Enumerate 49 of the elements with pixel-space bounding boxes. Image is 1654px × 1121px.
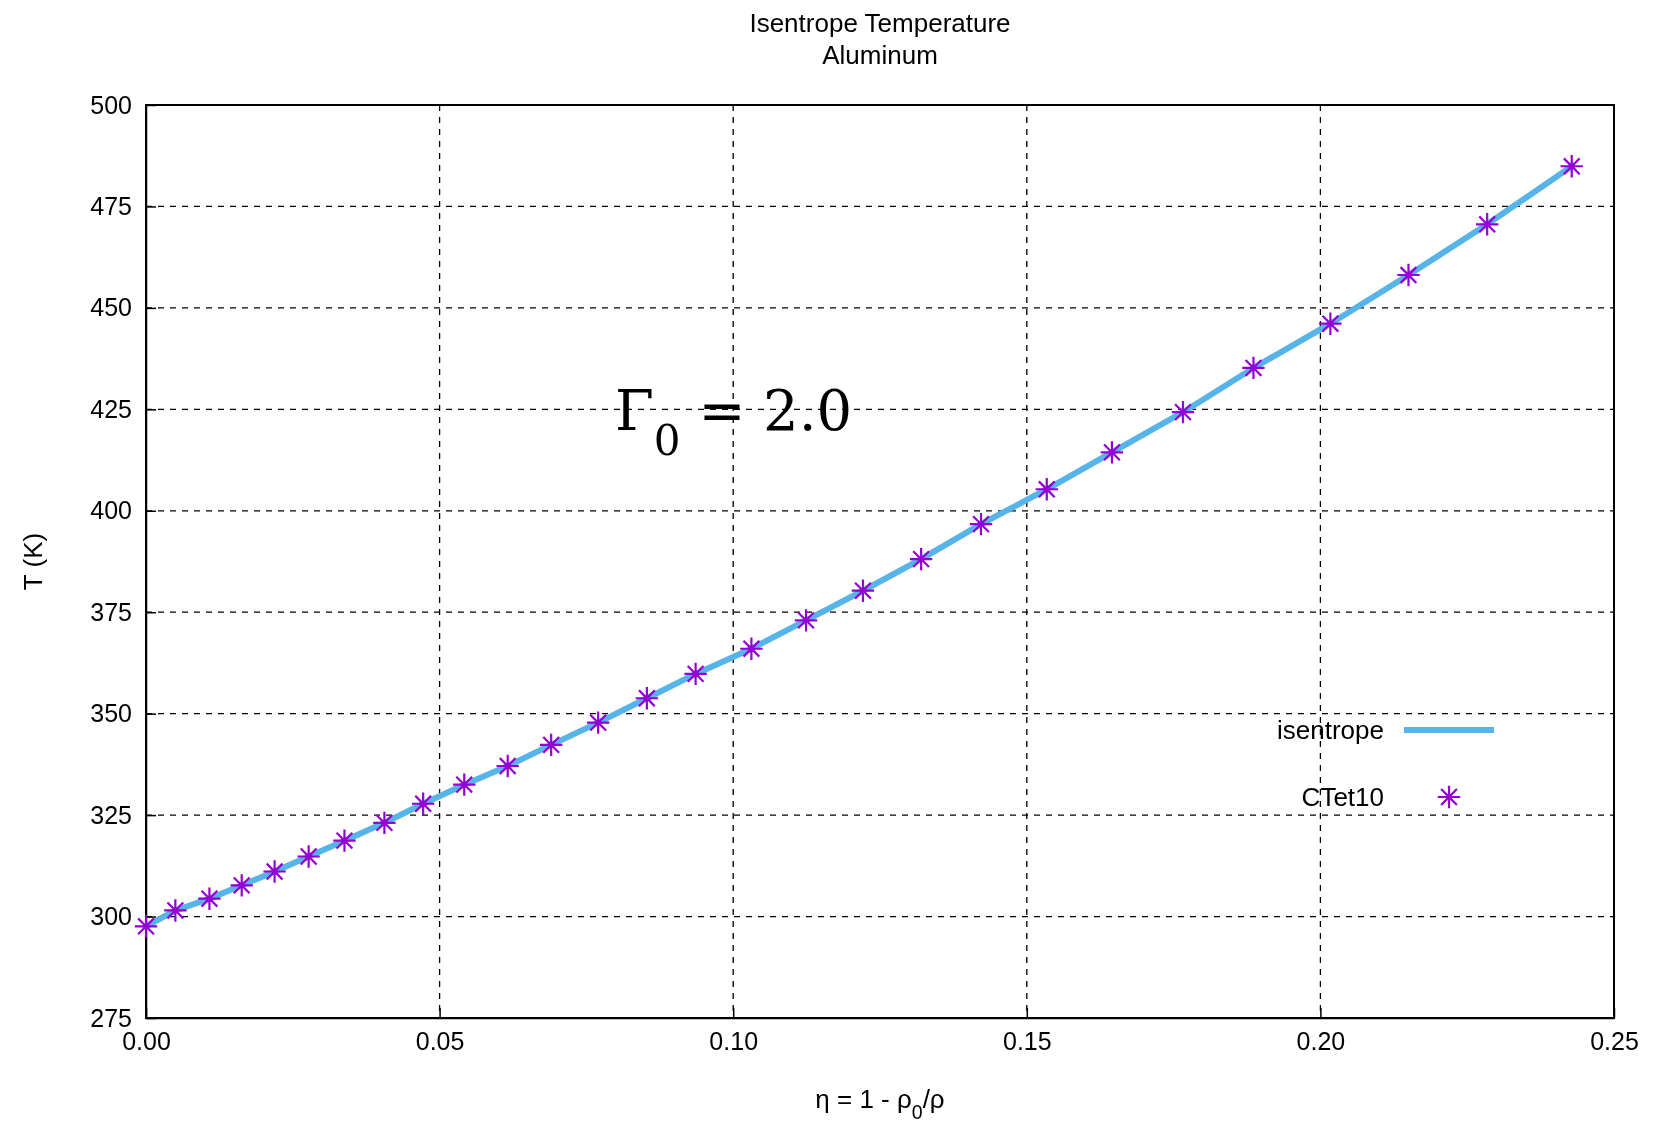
point — [1475, 213, 1499, 236]
point — [453, 773, 476, 796]
point — [1560, 155, 1583, 178]
point — [740, 637, 763, 660]
y-axis-title: T (K) — [18, 532, 48, 591]
y-tick-label: 450 — [90, 293, 132, 322]
annotation: Γ$_{0}$ = 2.0 — [615, 378, 853, 465]
legend-label: isentrope — [1277, 715, 1384, 745]
point — [969, 512, 993, 536]
point — [684, 662, 707, 686]
point — [164, 899, 187, 922]
y-tick-label: 375 — [90, 597, 132, 626]
y-tick-label: 425 — [90, 394, 132, 423]
point — [539, 733, 563, 757]
point — [851, 579, 875, 602]
point — [586, 711, 610, 734]
point — [263, 860, 286, 883]
x-tick-label: 0.25 — [1590, 1026, 1639, 1055]
y-tick-label: 400 — [90, 496, 132, 525]
point — [496, 754, 519, 778]
point — [635, 687, 659, 710]
point — [134, 915, 158, 938]
y-tick-label: 325 — [90, 800, 132, 829]
point — [1319, 312, 1342, 335]
chart-subtitle: Aluminum — [822, 40, 938, 70]
point — [909, 547, 933, 571]
chart-title: Isentrope Temperature — [749, 8, 1011, 38]
x-tick-label: 0.15 — [1002, 1026, 1052, 1055]
y-tick-label: 350 — [90, 699, 132, 728]
x-axis-title: η = 1 - ρ$_{0}$/ρ — [815, 1084, 945, 1121]
point — [1100, 441, 1124, 464]
point — [373, 811, 396, 834]
x-tick-label: 0.05 — [415, 1026, 465, 1055]
y-tick-label: 300 — [90, 902, 132, 931]
point — [411, 792, 435, 815]
legend-label: CTet10 — [1301, 782, 1384, 812]
point — [333, 829, 356, 852]
point — [1171, 400, 1195, 424]
point — [297, 845, 320, 868]
point — [1242, 356, 1265, 380]
y-tick-label: 500 — [90, 90, 132, 119]
x-tick-label: 0.20 — [1296, 1026, 1346, 1055]
point — [794, 609, 818, 632]
y-tick-label: 475 — [90, 191, 132, 220]
x-tick-label: 0.10 — [709, 1026, 759, 1055]
point — [198, 887, 221, 910]
point — [230, 874, 253, 897]
point — [1035, 478, 1058, 501]
point — [1397, 263, 1420, 287]
